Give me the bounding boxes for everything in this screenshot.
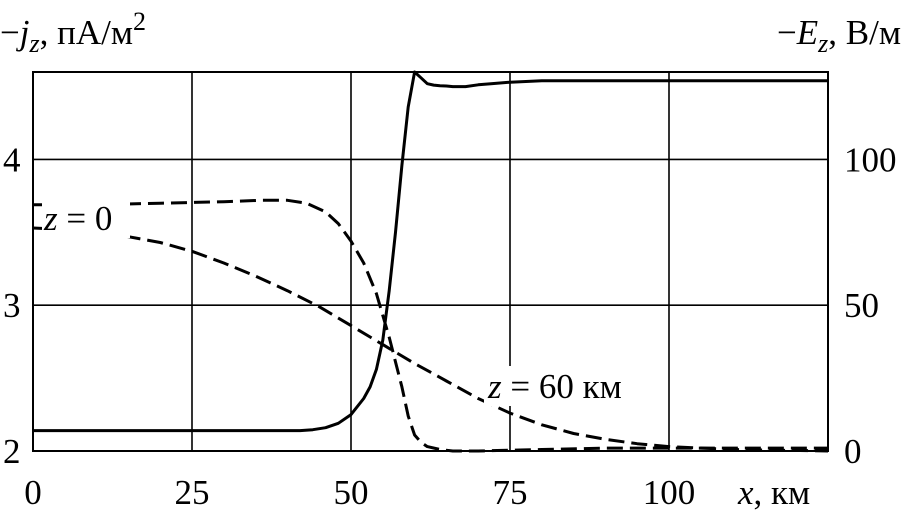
y-left-tick-label-2: 2 <box>3 432 21 471</box>
series-line-0 <box>33 70 828 433</box>
grid <box>33 72 828 451</box>
x-tick-label-0: 0 <box>24 473 42 512</box>
x-tick-label-50: 50 <box>334 473 369 512</box>
y-left-axis-title: −jz, пА/м2 <box>0 7 146 58</box>
tick-labels: 0 25 50 75 100 2 3 4 0 50 100 <box>3 140 897 512</box>
y-right-axis-title: −Ez, В/м <box>777 13 901 58</box>
y-right-tick-label-50: 50 <box>844 286 879 325</box>
annotation-z60: z = 60 км <box>487 367 622 406</box>
plot-frame <box>32 71 829 452</box>
annotation-z0: z = 0 <box>43 199 112 238</box>
annotation-z0-background <box>42 198 130 238</box>
y-left-tick-label-4: 4 <box>3 140 21 179</box>
y-left-tick-label-3: 3 <box>3 286 21 325</box>
x-tick-label-100: 100 <box>643 473 696 512</box>
annotation-z60-background <box>484 366 656 406</box>
series-line-2 <box>32 226 829 453</box>
series-layer <box>32 70 829 453</box>
y-right-tick-label-0: 0 <box>844 432 862 471</box>
x-tick-label-75: 75 <box>493 473 528 512</box>
series-line-1 <box>33 198 828 453</box>
x-axis-title: x, км <box>737 473 810 512</box>
x-tick-label-25: 25 <box>175 473 210 512</box>
plot-border <box>32 71 829 452</box>
y-right-tick-label-100: 100 <box>844 140 897 179</box>
